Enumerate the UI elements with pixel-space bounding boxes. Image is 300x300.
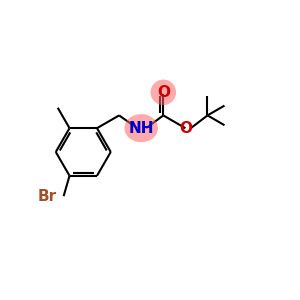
Ellipse shape [151, 80, 176, 105]
Text: O: O [179, 121, 192, 136]
Text: O: O [157, 85, 170, 100]
Text: NH: NH [128, 121, 154, 136]
Text: Br: Br [38, 189, 57, 204]
Ellipse shape [124, 114, 158, 142]
